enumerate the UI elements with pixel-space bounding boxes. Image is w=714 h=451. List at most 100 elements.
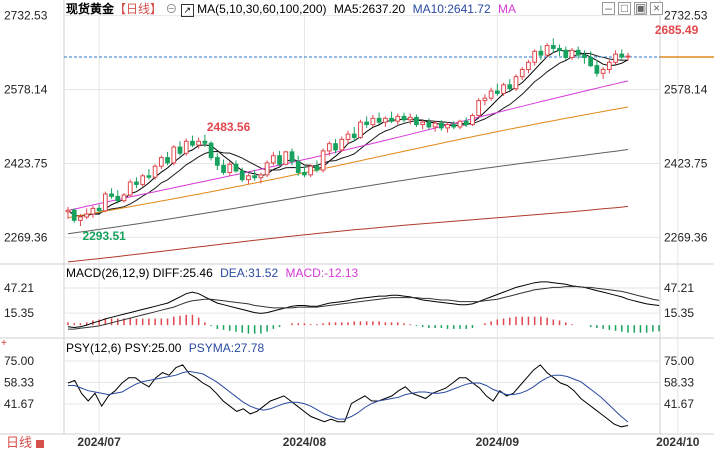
- candle-body: [283, 151, 289, 165]
- candle-body: [582, 54, 587, 58]
- candle-body: [501, 84, 506, 94]
- ma10-value: MA10:2641.72: [412, 2, 491, 16]
- ma-label[interactable]: MA(5,10,30,60,100,200): [197, 2, 327, 16]
- candle-body: [463, 120, 469, 126]
- candle-body: [196, 140, 202, 146]
- candle-body: [420, 121, 426, 126]
- candle-body: [345, 133, 351, 140]
- series-ma200: [67, 205, 629, 263]
- price-ytick-left: 2578.14: [4, 83, 48, 97]
- candle-body: [320, 150, 326, 171]
- candle-body: [358, 121, 363, 138]
- candle-body: [221, 164, 226, 173]
- candle-body: [140, 175, 146, 185]
- candle-body: [270, 155, 276, 164]
- dropdown-icon[interactable]: [35, 439, 44, 448]
- ma5-value: MA5:2637.20: [333, 2, 406, 16]
- macd-legend: MACD(26,12,9) DIFF:25.46 DEA:31.52 MACD:…: [66, 266, 358, 280]
- candle-body: [395, 115, 401, 122]
- psy-ytick-left: 75.00: [4, 354, 34, 368]
- macd-diff-line: [67, 281, 660, 329]
- candle-body: [227, 163, 233, 173]
- candle-body: [432, 122, 438, 128]
- minimize-icon[interactable]: –: [602, 2, 615, 15]
- psy-ytick-left: 41.67: [4, 397, 34, 411]
- psy-legend: PSY(12,6) PSY:25.00 PSYMA:27.78: [66, 341, 264, 355]
- candle-body: [550, 45, 556, 49]
- macd-ytick-right: 15.35: [664, 306, 694, 320]
- macd-dea: DEA:31.52: [220, 266, 279, 280]
- macd-ytick-right: 47.21: [664, 281, 694, 295]
- price-ytick-right: 2269.36: [664, 230, 708, 244]
- indicator-icon[interactable]: ↗: [180, 4, 194, 17]
- macd-ytick-left: 47.21: [4, 281, 34, 295]
- close-icon[interactable]: ×: [650, 2, 663, 15]
- candle-body: [183, 140, 189, 154]
- psyma-value: PSYMA:27.78: [188, 341, 265, 355]
- footer-period-tab[interactable]: 日线: [6, 436, 44, 450]
- candle-body: [202, 140, 208, 144]
- candle-body: [426, 121, 432, 128]
- candle-body: [65, 209, 71, 213]
- candle-body: [239, 170, 245, 181]
- psy-ytick-left: 58.33: [4, 376, 34, 390]
- candle-body: [71, 209, 77, 221]
- candle-body: [158, 157, 164, 167]
- candle-body: [326, 143, 332, 152]
- candle-body: [619, 53, 625, 58]
- candle-body: [588, 56, 594, 67]
- candle-body: [351, 133, 357, 138]
- candle-body: [594, 65, 600, 74]
- xtick-label: 2024/09: [476, 435, 520, 449]
- candle-body: [401, 115, 407, 121]
- candle-body: [519, 68, 525, 78]
- candle-body: [382, 117, 388, 123]
- psy-line: [67, 364, 629, 428]
- psy-value: PSY:25.00: [124, 341, 182, 355]
- instrument-name: 现货黄金: [66, 2, 115, 16]
- candle-body: [470, 114, 475, 126]
- macd-value: MACD:-12.13: [285, 266, 359, 280]
- candle-body: [96, 207, 102, 212]
- candle-body: [252, 175, 258, 179]
- candle-body: [513, 76, 519, 90]
- settings-icon[interactable]: ⊖: [165, 2, 178, 16]
- footer-period-label: 日线: [6, 435, 33, 450]
- candle-body: [569, 49, 575, 58]
- candle-body: [333, 143, 338, 151]
- macd-label[interactable]: MACD(26,12,9): [66, 266, 150, 280]
- candle-body: [127, 181, 133, 196]
- macd-diff: DIFF:25.46: [152, 266, 213, 280]
- psy-ytick-right: 75.00: [664, 354, 694, 368]
- period-label[interactable]: 【日线】: [114, 2, 163, 16]
- restore-icon[interactable]: □: [618, 2, 631, 15]
- price-ytick-right: 2732.53: [664, 9, 708, 23]
- xtick-label: 2024/10: [656, 435, 700, 449]
- candle-body: [121, 194, 127, 202]
- candle-body: [538, 50, 544, 56]
- ma-more-value: MA: [497, 2, 516, 16]
- sub-pane-marker-icon[interactable]: +: [1, 338, 7, 349]
- candle-body: [339, 138, 345, 151]
- candle-body: [165, 157, 170, 164]
- price-annotation: 2685.49: [655, 23, 699, 37]
- candle-body: [208, 142, 214, 159]
- candle-body: [600, 68, 606, 74]
- candle-body: [488, 90, 494, 99]
- candle-body: [190, 140, 195, 146]
- candle-body: [457, 120, 463, 128]
- candle-body: [575, 49, 581, 56]
- price-annotation: 2483.56: [207, 120, 251, 134]
- maximize-icon[interactable]: ▣: [634, 1, 647, 15]
- candle-body: [302, 171, 307, 176]
- candle-body: [606, 61, 612, 70]
- candle-body: [389, 117, 394, 122]
- psy-label[interactable]: PSY(12,6): [66, 341, 122, 355]
- series-ma10: [67, 52, 629, 217]
- candle-body: [90, 207, 96, 215]
- candle-body: [109, 193, 114, 197]
- candle-body: [177, 146, 183, 154]
- candle-body: [171, 146, 177, 164]
- candle-body: [482, 97, 488, 102]
